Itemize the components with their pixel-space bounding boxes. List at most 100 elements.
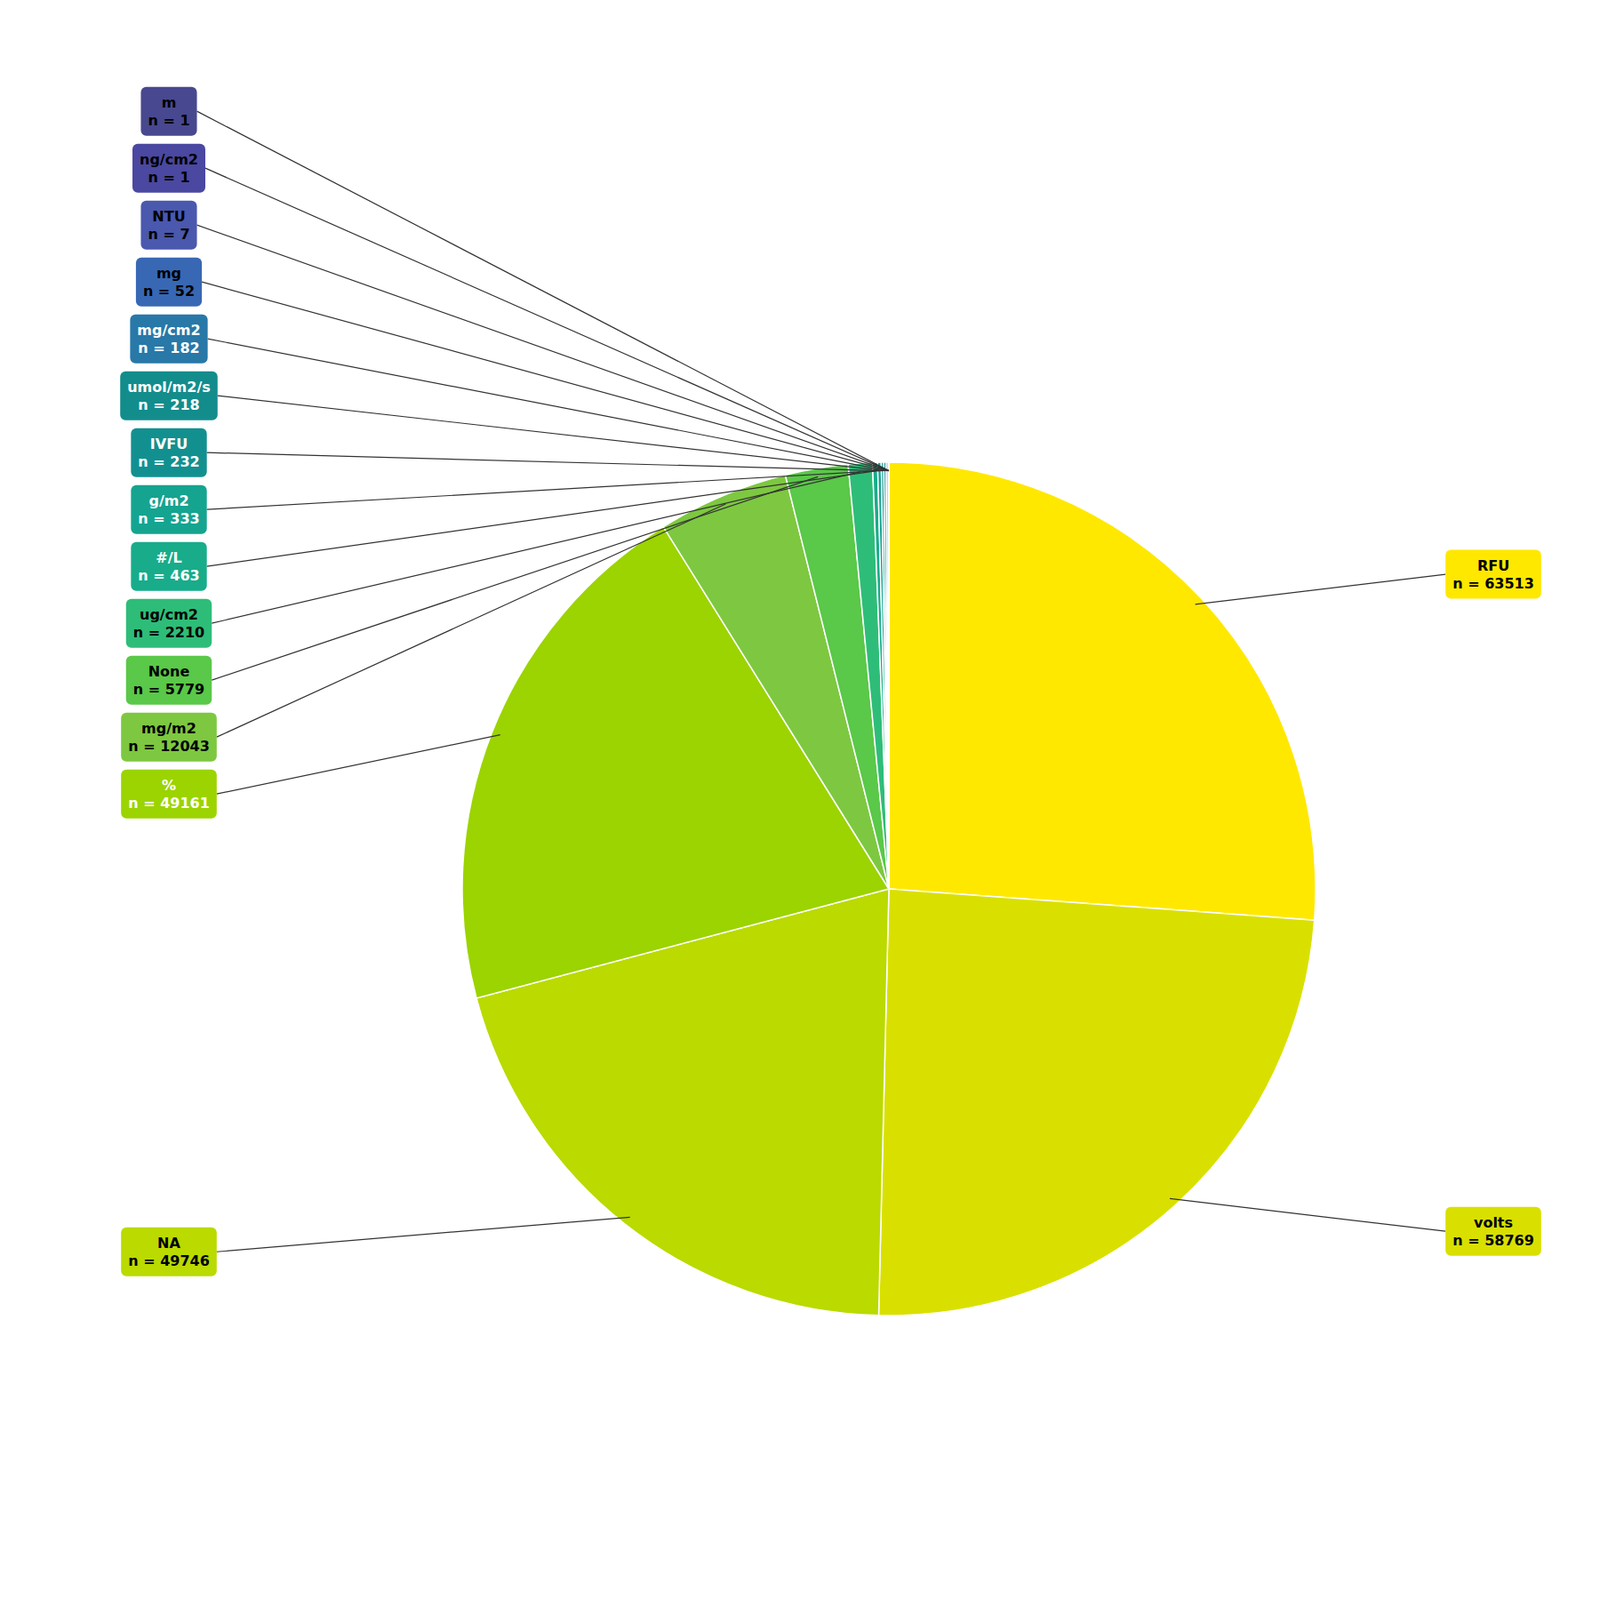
slice <box>878 888 1314 1316</box>
label-text: g/m2n = 333 <box>137 492 200 528</box>
label-text: NTUn = 7 <box>147 208 190 243</box>
leader-line <box>211 476 818 680</box>
value-label: n = 1 <box>147 112 190 129</box>
category-label: ng/cm2 <box>139 151 199 168</box>
slice <box>848 462 889 889</box>
category-label: g/m2 <box>148 492 189 510</box>
category-label: IVFU <box>150 435 188 453</box>
label-text: umol/m2/sn = 218 <box>127 378 211 414</box>
label-box <box>120 1227 217 1277</box>
leader-line <box>211 472 861 624</box>
value-label: n = 63513 <box>1452 575 1535 592</box>
category-label: mg <box>156 264 182 282</box>
label: RFUn = 63513 <box>1445 550 1542 600</box>
leader-line <box>216 1216 631 1252</box>
category-label: #/L <box>155 549 182 567</box>
label-box <box>120 769 217 819</box>
label-text: mn = 1 <box>147 94 190 129</box>
label: voltsn = 58769 <box>1445 1207 1542 1256</box>
category-label: NTU <box>152 208 185 225</box>
leader-line <box>207 471 876 567</box>
label: mg/cm2n = 182 <box>129 314 208 364</box>
label: g/m2n = 333 <box>130 485 207 535</box>
slice <box>872 462 889 889</box>
category-label: volts <box>1473 1214 1513 1232</box>
label-text: mg/m2n = 12043 <box>128 720 210 755</box>
chart: RFUn = 63513voltsn = 58769NAn = 49746%n … <box>0 0 1600 1600</box>
label-text: IVFUn = 232 <box>137 435 200 471</box>
label-text: ug/cm2n = 2210 <box>133 606 205 641</box>
label-box <box>140 200 197 250</box>
label-box <box>129 314 208 364</box>
pie <box>462 462 1316 1316</box>
leader-line <box>208 338 888 471</box>
label-text: Nonen = 5779 <box>133 663 205 698</box>
label-box <box>136 257 202 307</box>
label-text: %n = 49161 <box>128 776 210 812</box>
leader-line <box>216 735 501 794</box>
category-label: mg/cm2 <box>136 321 200 339</box>
category-label: None <box>148 663 191 680</box>
label-box <box>130 485 207 535</box>
label-text: NAn = 49746 <box>128 1234 210 1270</box>
leader-line <box>201 281 888 471</box>
leader-line <box>197 111 889 471</box>
leader-line <box>197 224 889 471</box>
label-box <box>1445 550 1542 600</box>
leader-line <box>207 471 880 510</box>
value-label: n = 2210 <box>133 624 205 641</box>
slice <box>888 462 890 889</box>
value-label: n = 182 <box>137 339 200 357</box>
slice <box>883 462 889 889</box>
slice <box>888 462 890 889</box>
label-box <box>130 428 207 478</box>
slice <box>888 462 890 889</box>
label: mgn = 52 <box>136 257 202 307</box>
label: #/Ln = 463 <box>130 542 207 592</box>
label: mn = 1 <box>140 87 197 136</box>
label: Nonen = 5779 <box>126 656 212 705</box>
slice <box>886 462 889 889</box>
category-label: ug/cm2 <box>139 606 199 624</box>
category-label: m <box>161 94 177 112</box>
category-label: mg/m2 <box>141 720 197 737</box>
category-label: NA <box>157 1234 181 1252</box>
value-label: n = 232 <box>137 453 200 471</box>
leader-line <box>216 504 726 737</box>
value-label: n = 49746 <box>128 1252 210 1270</box>
label-text: mg/cm2n = 182 <box>136 321 200 357</box>
label-box <box>126 599 212 648</box>
label-text: RFUn = 63513 <box>1452 557 1535 592</box>
value-label: n = 58769 <box>1452 1232 1535 1249</box>
label: %n = 49161 <box>120 769 217 819</box>
slice <box>888 462 1316 920</box>
value-label: n = 218 <box>137 396 200 414</box>
label-box <box>1445 1207 1542 1256</box>
label-box <box>120 712 217 762</box>
value-label: n = 1 <box>147 168 190 186</box>
label-text: ng/cm2n = 1 <box>139 151 199 186</box>
leader-line <box>217 395 886 471</box>
value-label: n = 463 <box>137 567 200 584</box>
label: ug/cm2n = 2210 <box>126 599 212 648</box>
leader-line <box>207 452 883 472</box>
label: IVFUn = 232 <box>130 428 207 478</box>
slice <box>877 462 889 889</box>
label-text: voltsn = 58769 <box>1452 1214 1535 1249</box>
slice <box>887 462 889 889</box>
value-label: n = 7 <box>147 225 190 243</box>
label-box <box>140 87 197 136</box>
data-labels: RFUn = 63513voltsn = 58769NAn = 49746%n … <box>120 87 1542 1277</box>
leader-line <box>1195 574 1447 605</box>
label-text: mgn = 52 <box>143 264 195 300</box>
label-box <box>132 144 206 193</box>
leader-lines <box>197 111 1447 1252</box>
label: NTUn = 7 <box>140 200 197 250</box>
value-label: n = 49161 <box>128 794 210 812</box>
leader-line <box>1169 1198 1446 1232</box>
label: ng/cm2n = 1 <box>132 144 206 193</box>
label-text: #/Ln = 463 <box>137 549 200 584</box>
category-label: % <box>161 776 176 794</box>
category-label: RFU <box>1477 557 1510 575</box>
label-box <box>130 542 207 592</box>
